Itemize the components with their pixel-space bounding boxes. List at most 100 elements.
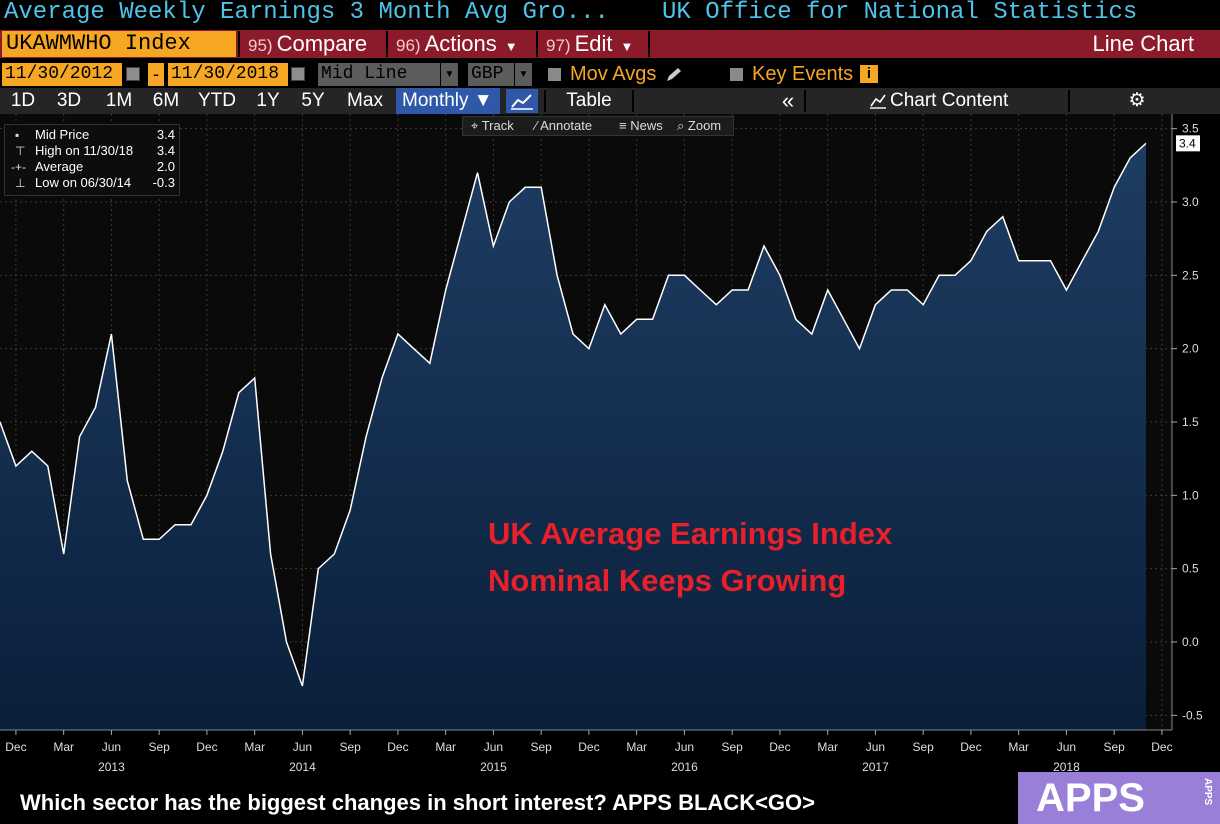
- last-value-box: [1176, 135, 1200, 152]
- command-bar: UKAWMWHO Index 95) Compare 96) Actions ▼ 97…: [0, 30, 1220, 58]
- line-chart-glyph: [511, 94, 533, 110]
- ticker-field[interactable]: UKAWMWHO Index: [2, 31, 236, 57]
- start-date-field[interactable]: 11/30/2012: [2, 63, 122, 86]
- frequency-select[interactable]: Monthly ▼: [396, 88, 500, 114]
- range-1d[interactable]: 1D: [10, 90, 36, 111]
- apps-button[interactable]: APPS APPS: [1018, 772, 1220, 824]
- series-line: [0, 142, 1147, 687]
- legend-row-mid-price: ▪ Mid Price 3.4: [15, 127, 175, 142]
- compare-button[interactable]: 95) Compare: [238, 31, 380, 57]
- y-tick-label: 3.5: [1182, 122, 1199, 136]
- title-bar: Average Weekly Earnings 3 Month Avg Gro.…: [0, 0, 1220, 28]
- track-tool[interactable]: ⌖ Track: [471, 118, 514, 133]
- calendar-icon[interactable]: [291, 67, 305, 81]
- chart-annotation: UK Average Earnings Index Nominal Keeps …: [488, 510, 892, 604]
- x-tick-label: Sep: [912, 740, 934, 754]
- x-year-label: 2013: [98, 760, 125, 774]
- y-tick-label: 0.5: [1182, 562, 1199, 576]
- annotation-line-2: Nominal Keeps Growing: [488, 563, 847, 598]
- y-tick-label: 2.0: [1182, 342, 1199, 356]
- command-divider: [648, 31, 650, 57]
- x-tick-label: Jun: [484, 740, 503, 754]
- calendar-icon[interactable]: [126, 67, 140, 81]
- price-type-select[interactable]: Mid Line: [318, 63, 440, 86]
- divider: [632, 90, 634, 112]
- date-bar: 11/30/2012 - 11/30/2018 Mid Line ▼ GBP ▼…: [0, 60, 1220, 87]
- chart-content-button[interactable]: Chart Content: [890, 90, 1009, 111]
- end-date-field[interactable]: 11/30/2018: [168, 63, 288, 86]
- x-tick-label: Jun: [1057, 740, 1076, 754]
- range-ytd[interactable]: YTD: [198, 90, 236, 111]
- x-tick-label: Dec: [960, 740, 981, 754]
- actions-button[interactable]: 96) Actions ▼: [386, 31, 532, 57]
- x-tick-label: Mar: [626, 740, 647, 754]
- key-events-label: Key Events: [752, 63, 854, 85]
- y-tick-label: -0.5: [1182, 708, 1203, 722]
- legend-row-average: -+- Average 2.0: [11, 159, 175, 174]
- x-tick-label: Sep: [148, 740, 170, 754]
- x-tick-label: Dec: [578, 740, 599, 754]
- legend-row-low: ⊥ Low on 06/30/14 -0.3: [15, 175, 175, 190]
- zoom-tool[interactable]: ⌕ Zoom: [677, 118, 722, 133]
- x-tick-label: Jun: [293, 740, 312, 754]
- x-year-label: 2018: [1053, 760, 1080, 774]
- x-tick-label: Sep: [530, 740, 552, 754]
- news-tool[interactable]: ≡ News: [619, 118, 663, 133]
- chart-toolstrip: ⌖ Track ⁄ Annotate ≡ News ⌕ Zoom: [462, 116, 734, 136]
- x-tick-label: Mar: [435, 740, 456, 754]
- line-chart[interactable]: -0.5 0.0 0.5 1.0 1.5 2.0 2.5 3.0 3.5 Dec Mar Jun Se…: [0, 114, 1220, 784]
- last-value-marker: 3.4: [1176, 135, 1200, 152]
- x-year-label: 2015: [480, 760, 507, 774]
- pencil-icon[interactable]: [664, 66, 684, 84]
- x-tick-label: Jun: [102, 740, 121, 754]
- x-ticks: Dec Mar Jun Sep Dec Mar Jun Sep Dec Mar Jun Sep Dec M…: [5, 730, 1173, 774]
- x-tick-label: Mar: [53, 740, 74, 754]
- range-1y[interactable]: 1Y: [256, 90, 280, 111]
- divider: [544, 90, 546, 112]
- range-1m[interactable]: 1M: [105, 90, 133, 111]
- chevron-down-icon[interactable]: ▼: [440, 63, 458, 86]
- y-tick-label: 1.5: [1182, 415, 1199, 429]
- data-source: UK Office for National Statistics: [662, 0, 1138, 26]
- x-tick-label: Mar: [817, 740, 838, 754]
- edit-button[interactable]: 97) Edit ▼: [536, 31, 646, 57]
- line-chart-icon[interactable]: [506, 89, 538, 113]
- security-name: Average Weekly Earnings 3 Month Avg Gro.…: [4, 0, 609, 26]
- range-3d[interactable]: 3D: [56, 90, 82, 111]
- info-icon[interactable]: i: [860, 65, 878, 83]
- chevron-down-icon[interactable]: ▼: [514, 63, 532, 86]
- legend[interactable]: ▪ Mid Price 3.4 ⊤ High on 11/30/18 3.4 -…: [4, 124, 180, 196]
- annotate-tool[interactable]: ⁄ Annotate: [535, 118, 593, 133]
- table-button[interactable]: Table: [566, 90, 612, 111]
- x-year-label: 2014: [289, 760, 316, 774]
- gear-icon[interactable]: ⚙: [1128, 90, 1146, 111]
- range-bar: 1D 3D 1M 6M YTD 1Y 5Y Max Monthly ▼ Tabl…: [0, 88, 1220, 114]
- key-events-checkbox[interactable]: [730, 68, 743, 81]
- currency-select[interactable]: GBP: [468, 63, 514, 86]
- x-tick-label: Dec: [5, 740, 26, 754]
- footer-banner: Which sector has the biggest changes in …: [0, 784, 1220, 824]
- date-separator: -: [148, 63, 164, 86]
- collapse-icon[interactable]: «: [781, 88, 795, 113]
- x-tick-label: Dec: [769, 740, 790, 754]
- range-6m[interactable]: 6M: [152, 90, 180, 111]
- y-tick-label: 3.0: [1182, 195, 1199, 209]
- chart-content-icon[interactable]: [868, 92, 888, 110]
- chart-type-label[interactable]: Line Chart: [1092, 31, 1194, 56]
- x-tick-label: Sep: [721, 740, 743, 754]
- x-tick-label: Mar: [244, 740, 265, 754]
- range-max[interactable]: Max: [347, 90, 383, 111]
- series-area: [0, 143, 1146, 731]
- footer-message[interactable]: Which sector has the biggest changes in …: [20, 790, 815, 815]
- y-tick-label: 2.5: [1182, 268, 1199, 282]
- annotation-line-1: UK Average Earnings Index: [488, 516, 893, 551]
- x-tick-label: Jun: [675, 740, 694, 754]
- mov-avgs-checkbox[interactable]: [548, 68, 561, 81]
- range-5y[interactable]: 5Y: [301, 90, 325, 111]
- x-year-label: 2017: [862, 760, 889, 774]
- y-tick-label: 0.0: [1182, 635, 1199, 649]
- x-tick-label: Sep: [339, 740, 361, 754]
- y-ticks: -0.5 0.0 0.5 1.0 1.5 2.0 2.5 3.0 3.5: [1172, 122, 1203, 722]
- chevron-down-icon: ▼: [620, 39, 634, 54]
- x-tick-label: Jun: [866, 740, 885, 754]
